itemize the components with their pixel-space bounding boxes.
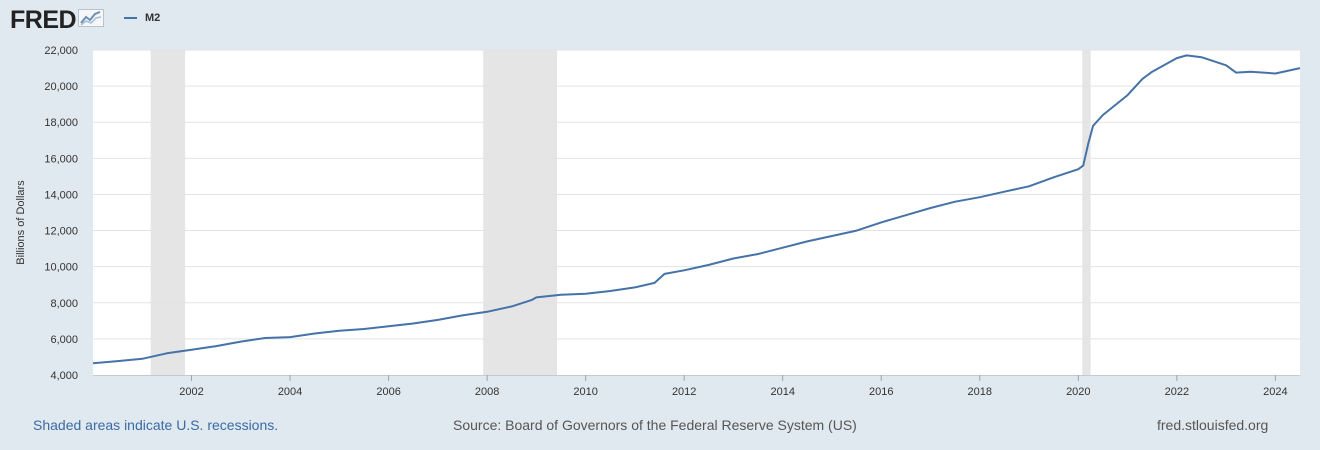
y-tick-label: 22,000 [44, 45, 78, 57]
chart-legend: M2 [124, 12, 160, 24]
y-tick-label: 12,000 [44, 226, 78, 238]
recession-band-2 [483, 50, 558, 375]
source-text: Source: Board of Governors of the Federa… [453, 417, 857, 433]
x-tick-label: 2024 [1263, 386, 1287, 398]
fred-url-link[interactable]: fred.stlouisfed.org [1157, 417, 1269, 433]
series-line-m2 [92, 54, 1301, 365]
x-tick-label: 2014 [770, 386, 794, 398]
x-tick-label: 2006 [376, 386, 400, 398]
fred-logo-text: FRED [10, 6, 77, 34]
y-tick-label: 14,000 [44, 189, 78, 201]
x-tick-label: 2018 [968, 386, 992, 398]
x-tick-label: 2010 [573, 386, 597, 398]
legend-swatch [124, 17, 137, 19]
y-tick-label: 18,000 [44, 117, 78, 129]
line-chart-icon [78, 8, 105, 33]
y-tick-label: 10,000 [44, 262, 78, 274]
y-axis-title: Billions of Dollars [15, 180, 27, 265]
m2-line-chart: 4,000 6,000 8,000 10,000 12,000 14,000 16,000 1… [15, 45, 1301, 398]
plot-area [93, 50, 1300, 375]
recession-band-1 [150, 50, 186, 375]
fred-logo[interactable]: FRED [10, 6, 105, 34]
x-tick-label: 2008 [475, 386, 499, 398]
y-tick-label: 8,000 [50, 298, 78, 310]
x-tick-label: 2012 [672, 386, 696, 398]
recession-note-link[interactable]: Shaded areas indicate U.S. recessions. [33, 417, 279, 433]
y-tick-label: 4,000 [50, 370, 78, 382]
x-tick-label: 2022 [1165, 386, 1189, 398]
x-tick-label: 2002 [179, 386, 203, 398]
x-tick-label: 2016 [869, 386, 893, 398]
x-tick-label: 2020 [1066, 386, 1090, 398]
recession-band-3 [1082, 50, 1091, 375]
y-tick-label: 16,000 [44, 153, 78, 165]
y-tick-label: 6,000 [50, 334, 78, 346]
y-tick-label: 20,000 [44, 81, 78, 93]
x-tick-label: 2004 [278, 386, 302, 398]
legend-label: M2 [145, 12, 161, 24]
